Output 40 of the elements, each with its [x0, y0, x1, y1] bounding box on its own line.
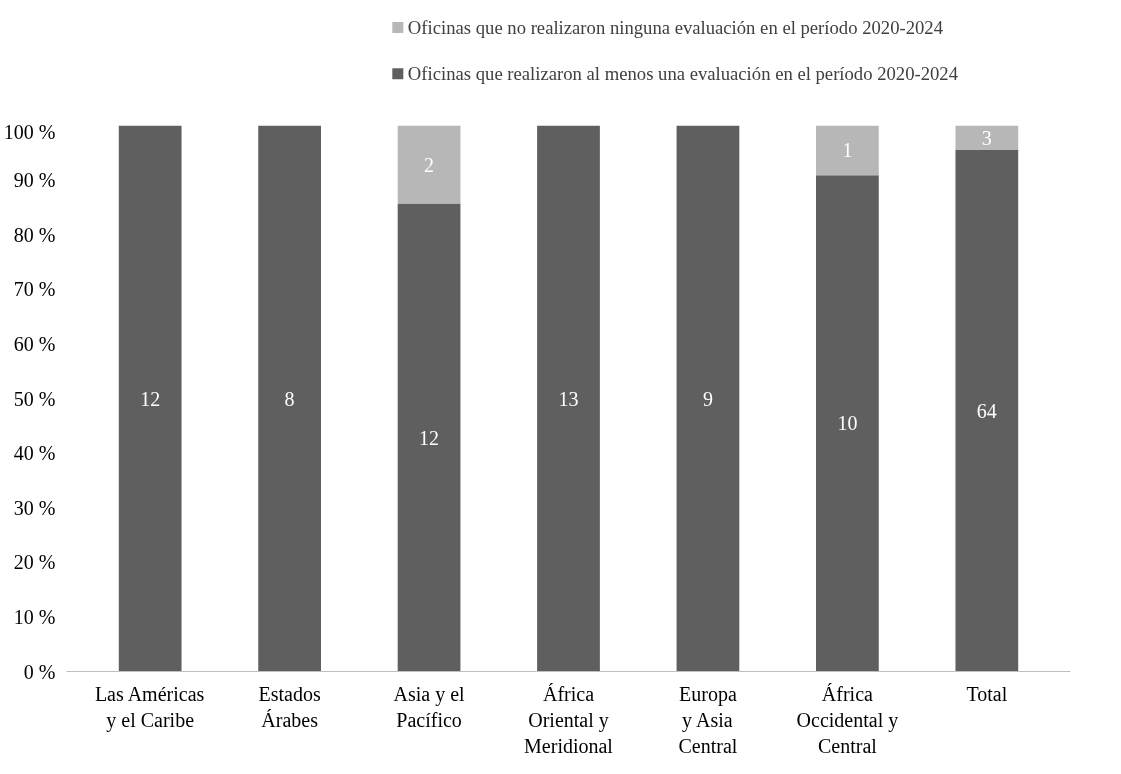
bar	[258, 125, 321, 672]
y-tick-label: 50 %	[13, 387, 56, 410]
annotation: 9	[702, 387, 713, 410]
bar	[397, 203, 461, 672]
bar	[816, 125, 879, 176]
x-tick-label: Las Américas y el Caribe	[94, 682, 205, 732]
x-tick-label: África Oriental y Meridional	[524, 682, 614, 758]
bar	[118, 125, 182, 672]
y-tick-label: 60 %	[13, 332, 56, 355]
x-tick-label: Estados Árabes	[258, 682, 321, 731]
annotation: 10	[837, 412, 858, 435]
x-tick-label: África Occidental y Central	[796, 682, 899, 758]
bar	[537, 125, 600, 672]
y-tick-label: 20 %	[13, 551, 56, 574]
annotation: 13	[558, 387, 579, 410]
y-tick-label: 30 %	[13, 496, 56, 519]
x-tick-label: Europa y Asia Central	[678, 682, 738, 758]
x-tick-label: Total	[966, 682, 1008, 705]
bar	[676, 125, 740, 672]
annotation: 12	[140, 387, 161, 410]
y-tick-label: 40 %	[13, 442, 56, 465]
y-tick-label: 0 %	[23, 660, 56, 683]
y-tick-label: 90 %	[13, 169, 56, 192]
y-tick-label: 10 %	[13, 605, 56, 628]
annotation: 1	[842, 139, 853, 162]
legend-label: Oficinas que realizaron al menos una evaluación en el período 2020-2024	[407, 63, 959, 85]
annotation: 12	[419, 426, 440, 449]
annotation: 2	[424, 153, 435, 176]
bar	[816, 175, 879, 672]
annotation: 3	[981, 126, 992, 149]
bar	[955, 125, 1019, 151]
y-tick-label: 70 %	[13, 278, 56, 301]
bar	[955, 150, 1019, 672]
x-tick-label: Asia y el Pacífico	[393, 682, 466, 731]
y-tick-label: 80 %	[13, 223, 56, 246]
legend-label: Oficinas que no realizaron ninguna evaluación en el período 2020-2024	[407, 17, 944, 38]
bar	[397, 125, 461, 204]
annotation: 8	[284, 387, 295, 410]
annotation: 64	[976, 399, 997, 422]
y-tick-label: 100 %	[3, 120, 56, 143]
